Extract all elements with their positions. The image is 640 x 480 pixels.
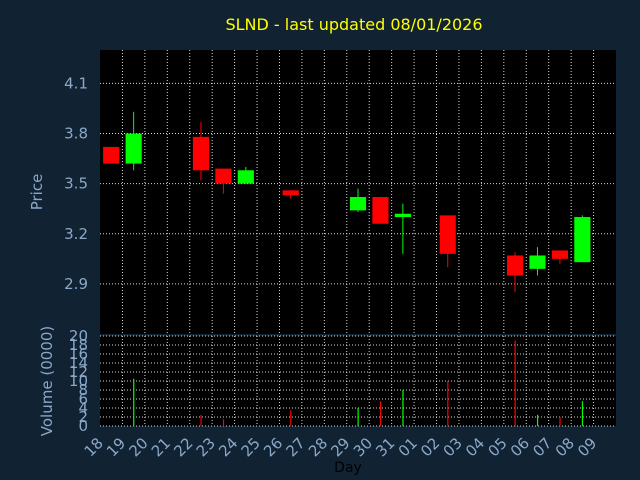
candle-body	[103, 146, 120, 164]
candle-body	[439, 215, 456, 254]
candle-body	[551, 250, 568, 259]
candle-body	[394, 213, 411, 218]
candle	[574, 215, 591, 263]
candle	[506, 252, 524, 293]
price-grid	[100, 50, 616, 334]
candle-body	[529, 255, 546, 269]
volume-tick-label: 10	[69, 372, 88, 390]
volume-tick-label: 20	[69, 327, 88, 345]
candle-body	[125, 133, 142, 164]
price-tick-label: 3.8	[64, 125, 88, 143]
candle-body	[192, 136, 210, 171]
volume-bar-series	[133, 340, 584, 426]
price-tick-label: 3.2	[64, 225, 88, 243]
candle	[103, 146, 120, 164]
candle-body	[574, 217, 591, 263]
candle-body	[372, 197, 389, 224]
price-axis-ticks: 2.9 3.2 3.5 3.8 4.1	[64, 74, 88, 292]
day-tick-label: 09	[574, 434, 600, 460]
candle-body	[237, 170, 254, 184]
volume-bar	[379, 401, 382, 426]
candlestick-series	[103, 111, 591, 293]
day-axis-ticks: 1819202122232425262728293031010203040506…	[81, 434, 601, 460]
candle-body	[506, 255, 524, 276]
candle-body	[282, 190, 299, 196]
candle	[215, 168, 232, 194]
volume-tick-label: 18	[69, 336, 88, 354]
volume-tick-label: 16	[69, 345, 88, 363]
volume-tick-label: 6	[78, 390, 88, 408]
price-tick-label: 4.1	[64, 74, 88, 92]
candle-body	[349, 197, 367, 211]
volume-tick-label: 12	[69, 363, 88, 381]
candle	[529, 247, 546, 276]
volume-tick-label: 4	[78, 399, 88, 417]
price-axis-title: Price	[28, 174, 46, 211]
candle	[394, 203, 411, 254]
candle	[192, 121, 210, 181]
volume-bar	[581, 401, 584, 426]
candle	[237, 166, 254, 184]
volume-bar	[290, 410, 292, 426]
volume-bar	[536, 414, 539, 426]
volume-tick-label: 2	[78, 408, 88, 426]
volume-bar	[402, 390, 404, 426]
volume-axis-title: Volume (0000)	[38, 326, 56, 436]
volume-tick-label: 14	[69, 354, 88, 372]
volume-bar	[222, 419, 225, 426]
candle	[349, 188, 367, 213]
volume-bar	[559, 417, 561, 426]
volume-tick-label: 8	[78, 381, 88, 399]
candle-body	[215, 168, 232, 184]
volume-bar	[514, 340, 516, 426]
volume-bar	[447, 381, 449, 426]
price-tick-label: 2.9	[64, 275, 88, 293]
candle	[125, 111, 142, 171]
volume-bar	[200, 414, 202, 426]
price-tick-label: 3.5	[64, 175, 88, 193]
candle	[551, 250, 568, 264]
chart-title: SLND - last updated 08/01/2026	[225, 15, 482, 34]
volume-tick-label: 0	[78, 417, 88, 435]
candle	[282, 190, 299, 199]
volume-bar	[357, 408, 359, 426]
candle	[372, 197, 389, 224]
volume-bar	[133, 378, 135, 426]
day-axis-title: Day	[334, 460, 362, 476]
candle	[439, 215, 456, 268]
